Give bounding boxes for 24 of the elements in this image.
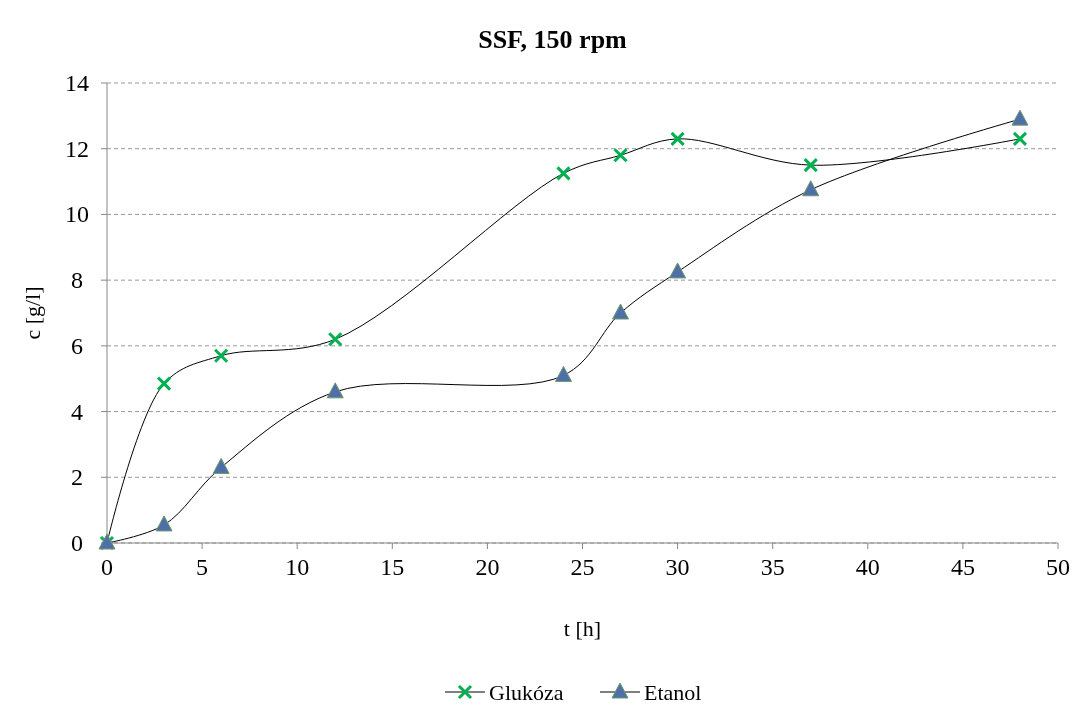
y-tick-label: 4: [71, 398, 83, 425]
y-tick-label: 8: [71, 267, 83, 294]
x-tick-label: 20: [475, 554, 500, 580]
x-tick-label: 15: [380, 554, 405, 580]
legend-label: Etanol: [644, 680, 702, 705]
y-axis-title: c [g/l]: [20, 286, 45, 340]
y-tick-label: 0: [71, 530, 83, 556]
x-tick-label: 5: [196, 554, 209, 580]
x-tick-label: 45: [950, 554, 975, 580]
x-tick-label: 30: [665, 554, 690, 580]
x-tick-label: 35: [760, 554, 785, 580]
y-tick-label: 10: [65, 201, 89, 228]
y-tick-label: 14: [65, 70, 89, 96]
x-tick-label: 10: [285, 554, 310, 580]
x-tick-label: 0: [101, 554, 113, 580]
x-tick-label: 50: [1046, 554, 1070, 580]
chart-title: SSF, 150 rpm: [478, 25, 628, 54]
y-tick-label: 2: [71, 464, 83, 491]
legend-label: Glukóza: [489, 680, 564, 705]
x-axis-title: t [h]: [563, 616, 602, 641]
x-tick-label: 25: [570, 554, 595, 580]
x-tick-label: 40: [855, 554, 880, 580]
y-tick-label: 12: [65, 135, 89, 162]
y-tick-label: 6: [71, 332, 83, 359]
